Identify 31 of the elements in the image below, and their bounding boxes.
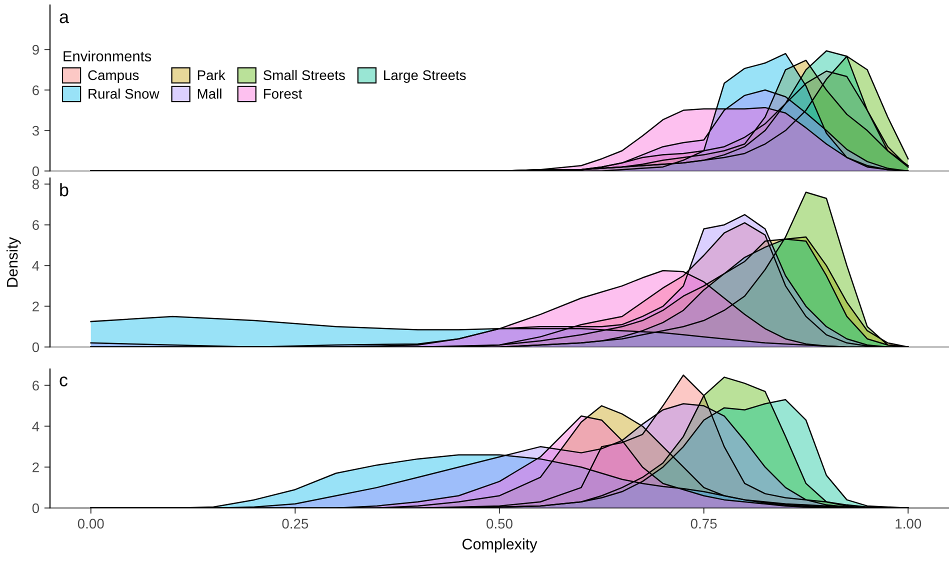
y-tick-label: 2	[32, 302, 39, 312]
y-tick-label: 3	[32, 126, 39, 136]
y-tick-label: 2	[32, 462, 39, 472]
legend-label: Rural Snow	[88, 88, 160, 99]
x-axis-title: Complexity	[462, 538, 538, 553]
y-tick-label: 0	[32, 503, 40, 514]
y-tick-label: 6	[32, 220, 39, 230]
y-tick-label: 8	[32, 179, 39, 190]
chart-title: b	[60, 183, 68, 196]
legend-label: Park	[198, 70, 226, 80]
x-tick-label: 1.00	[896, 518, 922, 529]
x-tick-label: 0.25	[282, 518, 308, 529]
y-axis-title: Density	[6, 237, 21, 287]
x-tick-label: 0.00	[78, 518, 104, 529]
x-tick-label: 0.50	[486, 518, 512, 529]
y-tick-label: 0	[32, 166, 40, 176]
legend-label: Campus	[88, 70, 139, 83]
chart-title: a	[60, 13, 70, 24]
y-tick-label: 4	[32, 422, 40, 432]
legend-label: Small Streets	[263, 70, 345, 80]
legend-label: Mall	[198, 88, 222, 99]
y-tick-label: 9	[32, 44, 39, 55]
chart-title: c	[60, 376, 68, 386]
legend-label: Large Streets	[384, 70, 466, 83]
y-tick-label: 6	[32, 380, 39, 391]
legend-title: Environments	[64, 50, 152, 62]
y-tick-label: 0	[32, 342, 40, 352]
x-tick-label: 0.75	[690, 518, 717, 529]
y-tick-label: 4	[32, 261, 40, 271]
y-tick-label: 6	[32, 85, 39, 96]
legend-label: Forest	[264, 89, 302, 99]
